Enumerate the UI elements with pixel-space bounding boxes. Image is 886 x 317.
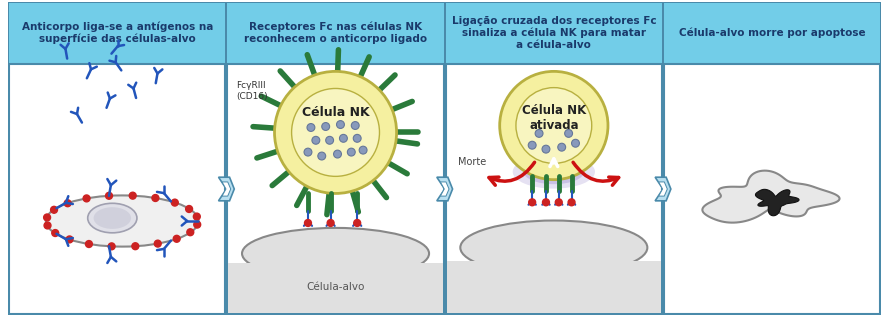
Circle shape: [51, 230, 58, 236]
Circle shape: [171, 199, 178, 206]
Circle shape: [64, 200, 71, 207]
Circle shape: [129, 192, 136, 199]
Text: Célula-alvo morre por apoptose: Célula-alvo morre por apoptose: [678, 28, 865, 38]
Ellipse shape: [523, 159, 584, 184]
Circle shape: [312, 136, 320, 144]
Circle shape: [564, 129, 571, 137]
Circle shape: [528, 141, 535, 149]
Polygon shape: [702, 171, 838, 223]
Circle shape: [193, 221, 200, 228]
Circle shape: [542, 199, 548, 206]
Circle shape: [325, 136, 333, 144]
Polygon shape: [658, 182, 666, 196]
Circle shape: [555, 199, 562, 206]
Text: Morte: Morte: [458, 157, 486, 167]
Circle shape: [83, 195, 89, 202]
Bar: [228, 263, 442, 313]
Ellipse shape: [242, 228, 429, 279]
Text: Célula NK
ativada: Célula NK ativada: [521, 104, 586, 132]
Circle shape: [304, 220, 311, 226]
Circle shape: [557, 143, 565, 151]
Circle shape: [333, 150, 341, 158]
Bar: [447, 262, 660, 313]
Bar: [664, 3, 879, 314]
Polygon shape: [222, 182, 230, 196]
Bar: [664, 3, 879, 63]
Circle shape: [105, 192, 113, 199]
Polygon shape: [755, 189, 798, 216]
Circle shape: [66, 236, 73, 243]
Circle shape: [193, 213, 200, 220]
Text: Célula-alvo: Célula-alvo: [306, 282, 364, 292]
Circle shape: [327, 220, 334, 226]
Circle shape: [351, 122, 359, 129]
Polygon shape: [439, 182, 448, 196]
Bar: [227, 3, 443, 314]
Polygon shape: [436, 177, 452, 201]
Ellipse shape: [46, 195, 198, 247]
Circle shape: [322, 123, 330, 130]
Circle shape: [567, 199, 574, 206]
Circle shape: [339, 134, 347, 142]
Circle shape: [304, 148, 312, 156]
Circle shape: [154, 240, 161, 247]
Circle shape: [528, 199, 535, 206]
Circle shape: [359, 146, 367, 154]
Circle shape: [516, 87, 591, 164]
Circle shape: [541, 145, 549, 153]
Circle shape: [51, 206, 58, 213]
Circle shape: [152, 195, 159, 201]
Polygon shape: [218, 177, 234, 201]
Circle shape: [291, 88, 379, 176]
Ellipse shape: [88, 203, 136, 233]
Text: Célula NK: Célula NK: [301, 106, 369, 119]
Circle shape: [317, 152, 325, 160]
Ellipse shape: [533, 164, 572, 180]
Circle shape: [185, 205, 192, 212]
Circle shape: [132, 243, 138, 250]
Circle shape: [571, 139, 579, 147]
Circle shape: [307, 124, 315, 132]
Bar: [445, 3, 661, 63]
Ellipse shape: [512, 155, 595, 189]
Text: FcγRIII
(CD16): FcγRIII (CD16): [236, 81, 268, 100]
Ellipse shape: [94, 207, 131, 229]
Circle shape: [173, 235, 180, 242]
Circle shape: [108, 243, 115, 250]
Circle shape: [347, 148, 354, 156]
Circle shape: [274, 71, 396, 193]
Ellipse shape: [460, 221, 647, 275]
Bar: [9, 3, 225, 314]
Bar: [227, 3, 443, 63]
Circle shape: [354, 220, 361, 226]
Text: Ligação cruzada dos receptores Fc
sinaliza a célula NK para matar
a célula-alvo: Ligação cruzada dos receptores Fc sinali…: [451, 16, 656, 50]
Circle shape: [353, 134, 361, 142]
Bar: [9, 3, 225, 63]
Circle shape: [43, 214, 51, 221]
Circle shape: [44, 222, 51, 229]
Circle shape: [85, 241, 92, 248]
Circle shape: [534, 129, 542, 137]
Text: Anticorpo liga-se a antígenos na
superfície das células-alvo: Anticorpo liga-se a antígenos na superfí…: [21, 22, 213, 44]
Circle shape: [336, 120, 344, 128]
Circle shape: [187, 229, 193, 236]
Bar: [445, 3, 661, 314]
Text: Receptores Fc nas células NK
reconhecem o anticorpo ligado: Receptores Fc nas células NK reconhecem …: [244, 22, 427, 44]
Polygon shape: [655, 177, 670, 201]
Circle shape: [499, 71, 607, 180]
